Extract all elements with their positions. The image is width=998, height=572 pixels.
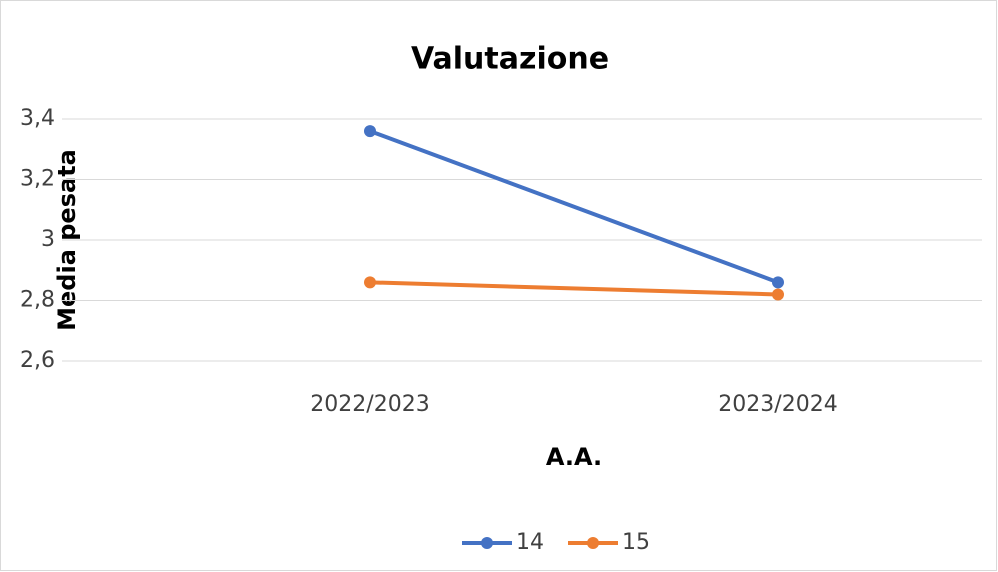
x-axis-title: A.A.: [546, 443, 602, 471]
series-line: [368, 129, 780, 285]
series-line: [368, 280, 780, 297]
chart-title: Valutazione: [411, 42, 609, 77]
y-tick-label: 3: [41, 227, 55, 252]
legend-marker: [587, 537, 599, 549]
data-point: [772, 276, 784, 289]
y-tick-label: 3,2: [20, 167, 55, 192]
data-point: [772, 288, 784, 301]
data-point: [364, 276, 376, 289]
data-point: [364, 125, 376, 138]
x-tick-label: 2023/2024: [718, 392, 837, 417]
legend-marker: [481, 537, 493, 549]
y-tick-label: 3,4: [20, 106, 55, 131]
x-tick-label: 2022/2023: [310, 392, 429, 417]
y-tick-label: 2,8: [20, 288, 55, 313]
y-tick-label: 2,6: [20, 348, 55, 373]
legend-label: 14: [516, 530, 544, 555]
legend-label: 15: [622, 530, 650, 555]
